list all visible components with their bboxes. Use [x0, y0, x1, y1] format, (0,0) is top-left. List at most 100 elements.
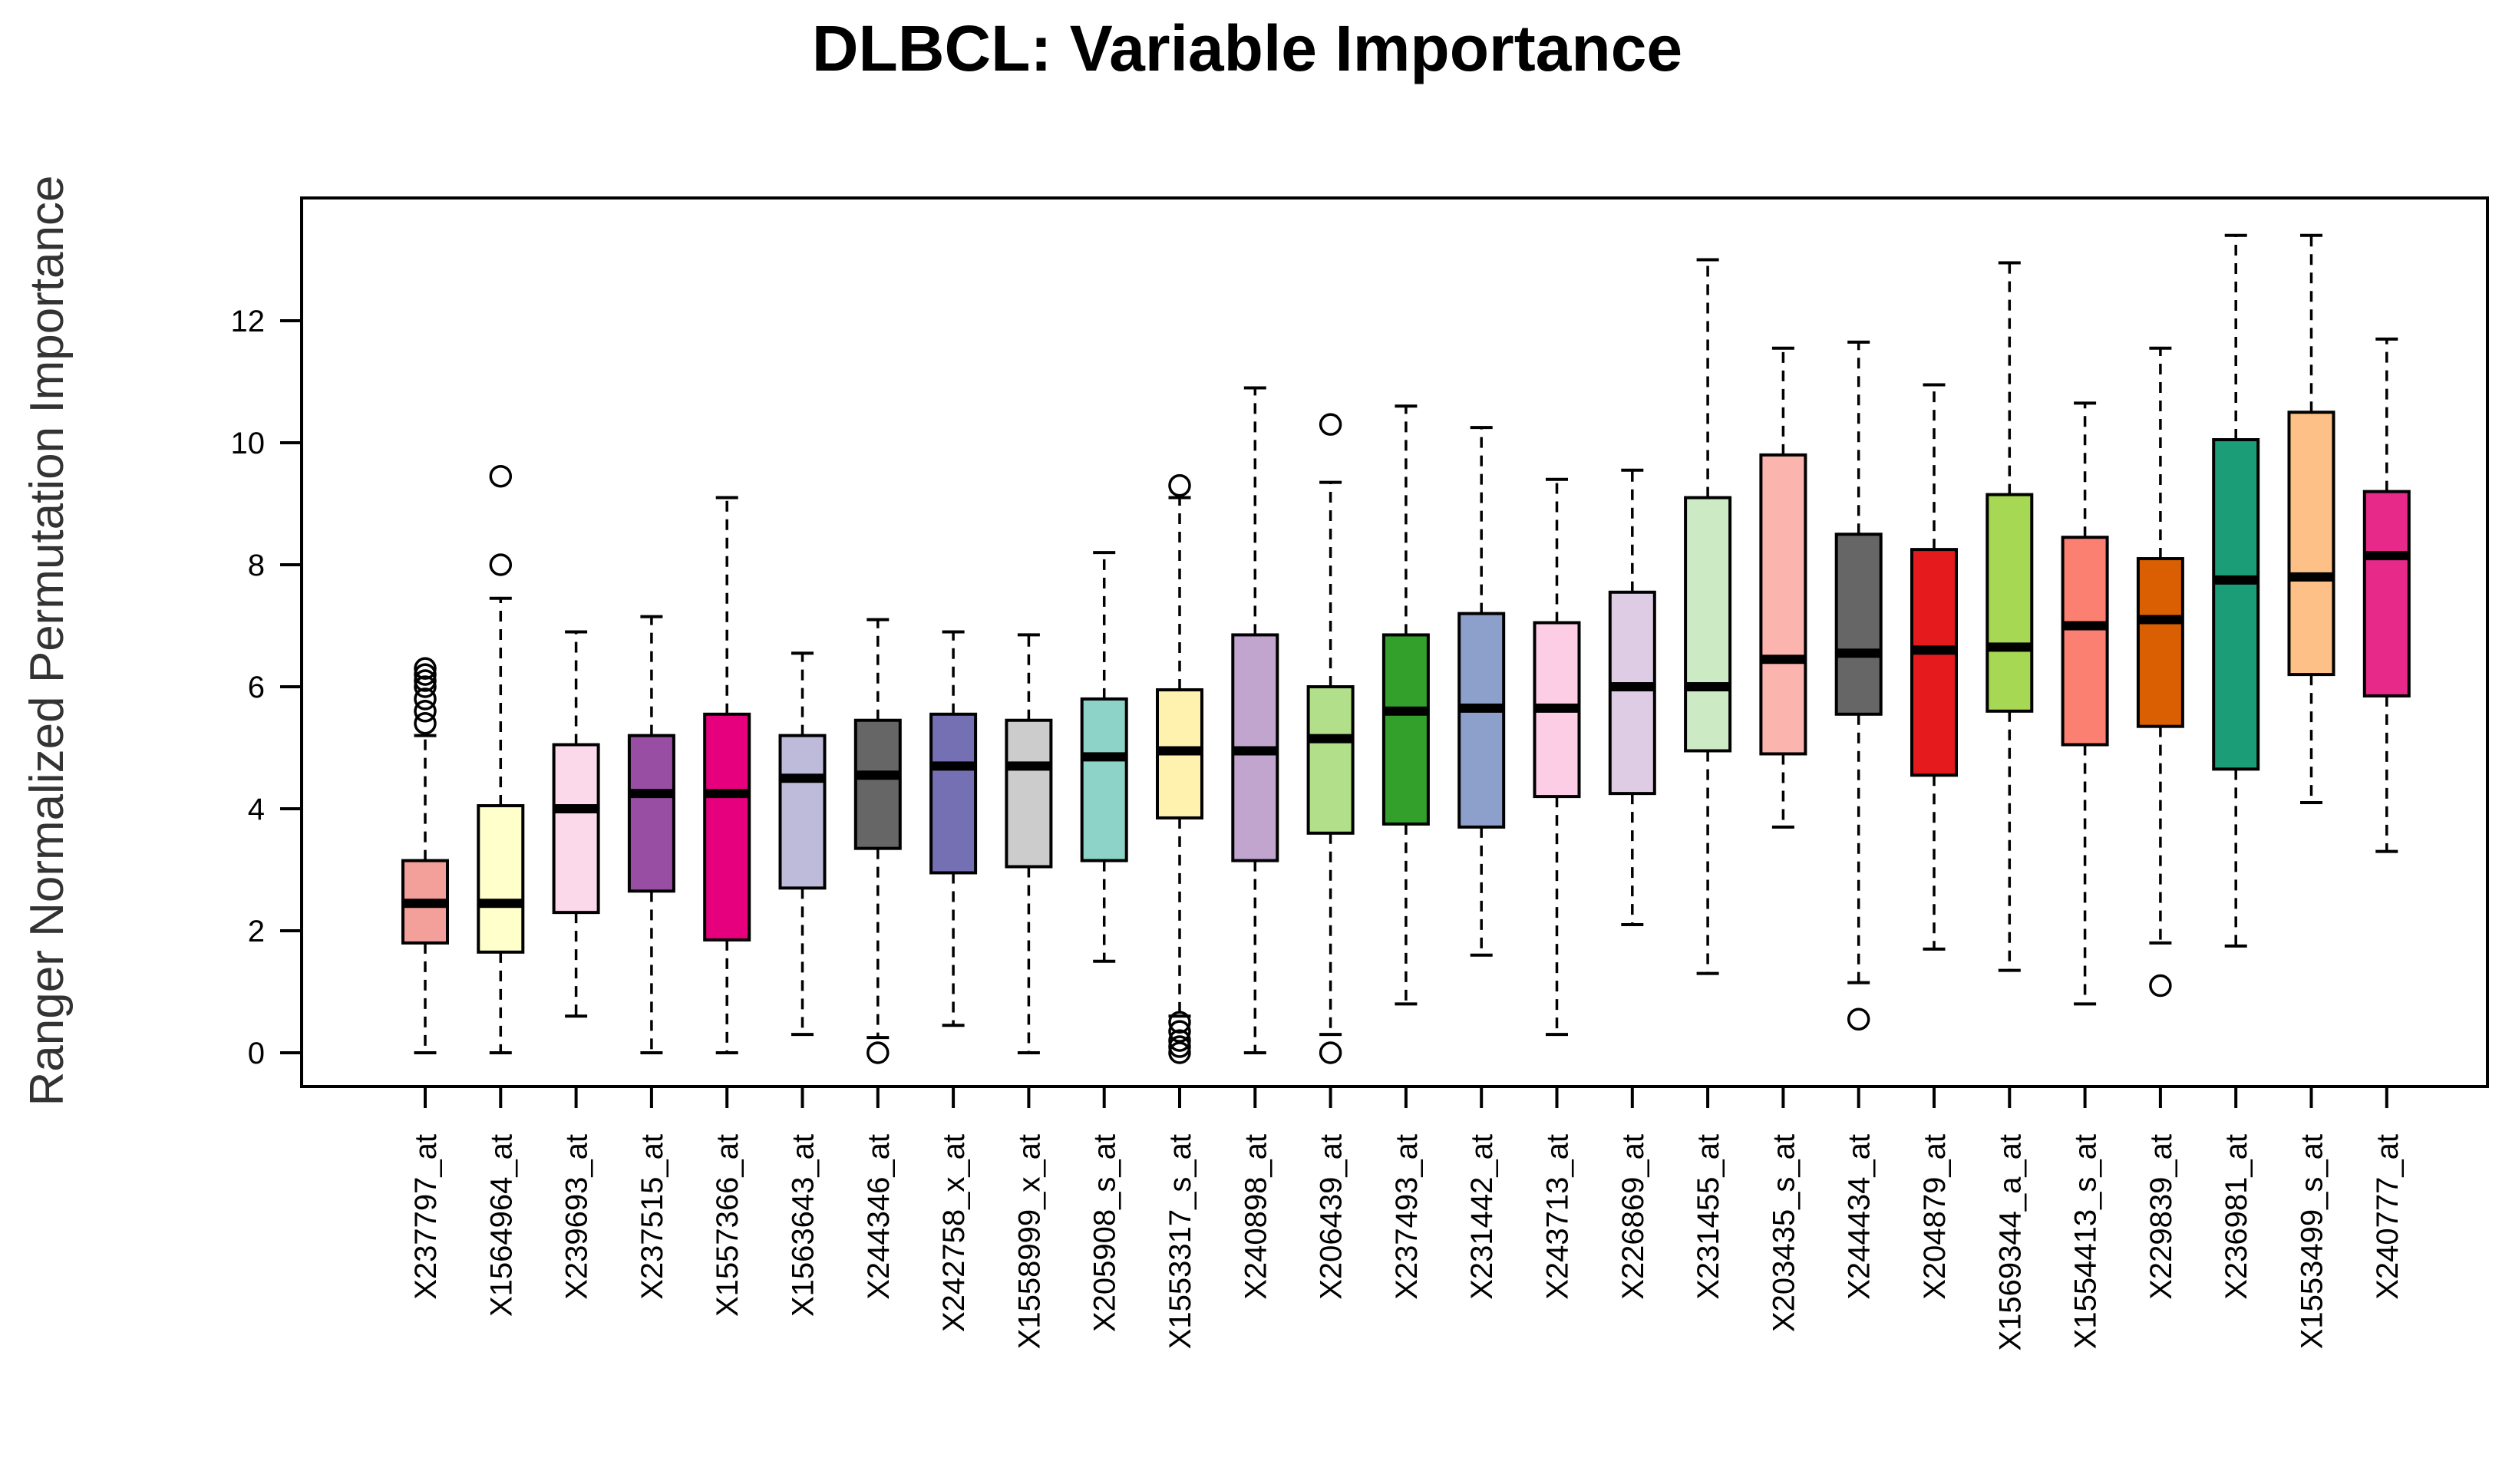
x-axis: X237797_at X1564964_at X239693_at X237515_a…	[409, 1085, 2405, 1351]
x-tick-label: X242758_x_at	[937, 1134, 971, 1332]
box-X237515_at	[627, 615, 675, 1054]
box-X243713_at	[1533, 477, 1581, 1037]
box-X229839_at	[2136, 346, 2184, 998]
outlier-point	[2149, 974, 2172, 998]
iqr-box	[703, 712, 751, 942]
outlier-point	[414, 675, 437, 698]
x-tick-label: X236981_at	[2220, 1134, 2253, 1300]
x-tick-label: X1553317_s_at	[1164, 1134, 1197, 1349]
iqr-box	[853, 718, 902, 850]
box-X244346_at	[853, 618, 902, 1064]
x-tick-label: X229839_at	[2144, 1134, 2178, 1300]
box-X204879_at	[1910, 383, 1958, 951]
y-tick-label: 12	[231, 305, 266, 338]
outlier-point	[414, 657, 437, 680]
box-X240898_at	[1231, 386, 1279, 1054]
x-tick-label: X237493_at	[1390, 1134, 1424, 1300]
outlier-point	[1847, 1007, 1870, 1031]
iqr-box	[2362, 490, 2411, 697]
box-X239693_at	[552, 630, 600, 1018]
y-tick-label: 10	[231, 427, 266, 460]
box-X237797_at	[401, 657, 449, 1054]
boxes-layer	[401, 233, 2411, 1064]
box-X231455_at	[1684, 258, 1732, 975]
iqr-box	[552, 743, 600, 915]
box-X1563643_at	[778, 651, 827, 1037]
x-tick-label: X1563643_at	[787, 1134, 820, 1317]
x-tick-label: X244346_at	[862, 1134, 896, 1300]
box-X1569344_a_at	[1986, 261, 2034, 972]
box-X236981_at	[2212, 233, 2260, 948]
iqr-box	[627, 734, 675, 893]
outlier-point	[414, 663, 437, 686]
iqr-box	[2061, 536, 2109, 747]
x-tick-label: X1557366_at	[711, 1134, 744, 1317]
y-tick-label: 6	[248, 671, 265, 704]
x-tick-label: X1564964_at	[484, 1134, 518, 1317]
box-X205908_s_at	[1080, 551, 1128, 963]
x-tick-label: X231455_at	[1692, 1134, 1725, 1300]
iqr-box	[2136, 557, 2184, 728]
outlier-point	[414, 688, 437, 711]
x-tick-label: X1554413_s_at	[2069, 1134, 2103, 1349]
box-X1558999_x_at	[1005, 633, 1053, 1054]
outlier-point	[489, 464, 513, 488]
box-X1557366_at	[703, 496, 751, 1054]
y-tick-label: 8	[248, 549, 265, 582]
outlier-point	[1168, 473, 1191, 497]
iqr-box	[1608, 590, 1656, 796]
x-tick-label: X205908_s_at	[1088, 1134, 1122, 1332]
x-tick-label: X1569344_a_at	[1993, 1134, 2027, 1351]
box-X1554413_s_at	[2061, 401, 2109, 1006]
iqr-box	[1684, 496, 1732, 753]
x-tick-label: X203435_s_at	[1767, 1134, 1801, 1332]
box-X1553317_s_at	[1156, 473, 1203, 1064]
outlier-point	[1319, 1041, 1342, 1064]
x-tick-label: X237515_at	[635, 1134, 669, 1300]
box-X242758_x_at	[929, 630, 978, 1027]
iqr-box	[1759, 453, 1807, 756]
y-axis: 0 2 4 6 8 10 12	[231, 305, 303, 1070]
x-tick-label: X240777_at	[2371, 1134, 2405, 1300]
iqr-box	[1910, 548, 1958, 777]
outlier-point	[1168, 1041, 1191, 1064]
box-X1564964_at	[477, 464, 525, 1054]
x-tick-label: X240898_at	[1239, 1134, 1273, 1300]
iqr-box	[477, 804, 525, 954]
iqr-box	[1080, 697, 1128, 862]
outlier-point	[414, 711, 437, 735]
chart-title: DLBCL: Variable Importance	[812, 12, 1682, 84]
box-X206439_at	[1306, 413, 1355, 1064]
x-tick-label: X237797_at	[409, 1134, 443, 1300]
outlier-point	[866, 1041, 890, 1064]
outlier-point	[1168, 1029, 1191, 1052]
x-tick-label: X1558999_x_at	[1012, 1134, 1046, 1349]
box-X231442_at	[1457, 426, 1506, 957]
iqr-box	[1005, 718, 1053, 869]
x-tick-label: X243713_at	[1541, 1134, 1575, 1300]
x-tick-label: X244434_at	[1843, 1134, 1877, 1300]
iqr-box	[1457, 612, 1506, 829]
x-tick-label: X239693_at	[560, 1134, 594, 1300]
iqr-box	[2287, 411, 2335, 677]
outlier-point	[489, 553, 513, 576]
y-axis-label: Ranger Normalized Permutation Importance	[21, 176, 74, 1106]
x-tick-label: X1553499_s_at	[2296, 1134, 2329, 1349]
box-X226869_at	[1608, 468, 1656, 927]
x-tick-label: X231442_at	[1465, 1134, 1499, 1300]
box-X203435_s_at	[1759, 346, 1807, 829]
iqr-box	[1986, 493, 2034, 713]
iqr-box	[929, 712, 978, 875]
x-tick-label: X226869_at	[1616, 1134, 1650, 1300]
box-X1553499_s_at	[2287, 233, 2335, 805]
outlier-point	[414, 669, 437, 692]
iqr-box	[1306, 685, 1355, 835]
iqr-box	[2212, 438, 2260, 771]
box-X240777_at	[2362, 337, 2411, 853]
outlier-point	[1168, 1035, 1191, 1058]
iqr-box	[1381, 633, 1430, 826]
outlier-point	[1168, 1020, 1191, 1043]
x-tick-label: X206439_at	[1315, 1134, 1348, 1300]
y-tick-label: 2	[248, 915, 265, 948]
